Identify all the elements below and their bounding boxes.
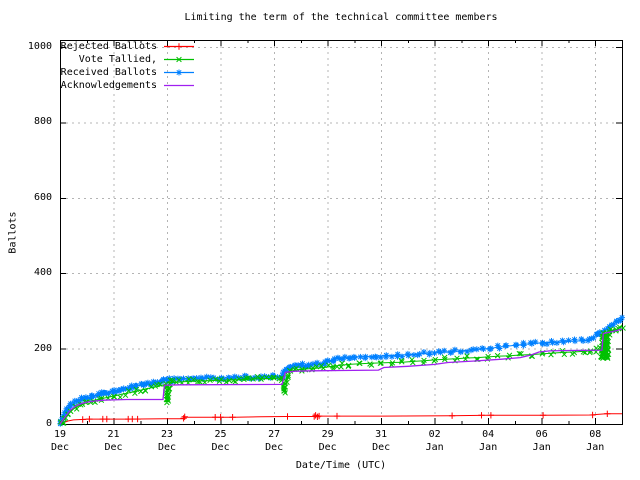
legend-label: Received Ballots (60, 67, 157, 78)
x-tick-label: 23 Dec (158, 429, 177, 453)
x-tick-label: 25 Dec (211, 429, 230, 453)
legend-label: Rejected Ballots (60, 41, 157, 52)
legend-sample-asterisk-icon (164, 69, 194, 76)
y-tick-label: 600 (33, 191, 52, 203)
y-tick-label: 800 (33, 116, 52, 128)
chart-title: Limiting the term of the technical commi… (184, 12, 498, 23)
y-tick-label: 0 (45, 418, 52, 429)
legend-item: Rejected Ballots (58, 40, 196, 53)
legend-label: Vote Tallied, (78, 54, 157, 65)
x-tick-label: 02 Jan (425, 429, 444, 453)
x-tick-label: 08 Jan (586, 429, 605, 453)
x-tick-label: 27 Dec (265, 429, 284, 453)
y-tick-label: 400 (33, 267, 52, 279)
x-axis-label: Date/Time (UTC) (295, 460, 387, 471)
x-tick-label: 29 Dec (318, 429, 337, 453)
legend-item: Received Ballots (58, 66, 196, 79)
legend-sample-cross-icon (164, 56, 194, 63)
x-tick-label: 19 Dec (50, 429, 70, 453)
x-tick-label: 06 Jan (532, 429, 551, 453)
legend-sample-none-icon (164, 84, 194, 87)
x-tick-label: 21 Dec (104, 429, 123, 453)
y-tick-label: 1000 (27, 41, 52, 52)
y-tick-label: 200 (33, 342, 52, 354)
x-tick-label: 04 Jan (479, 429, 498, 453)
legend-label: Acknowledgements (60, 80, 157, 91)
y-axis-label: Ballots (7, 211, 19, 254)
x-tick-label: 31 Dec (372, 429, 391, 453)
legend-item: Acknowledgements (58, 79, 196, 92)
legend-item: Vote Tallied, (58, 53, 196, 66)
legend-sample-plus-icon (164, 43, 194, 50)
legend: Rejected Ballots Vote Tallied, Received Ba… (58, 40, 196, 92)
